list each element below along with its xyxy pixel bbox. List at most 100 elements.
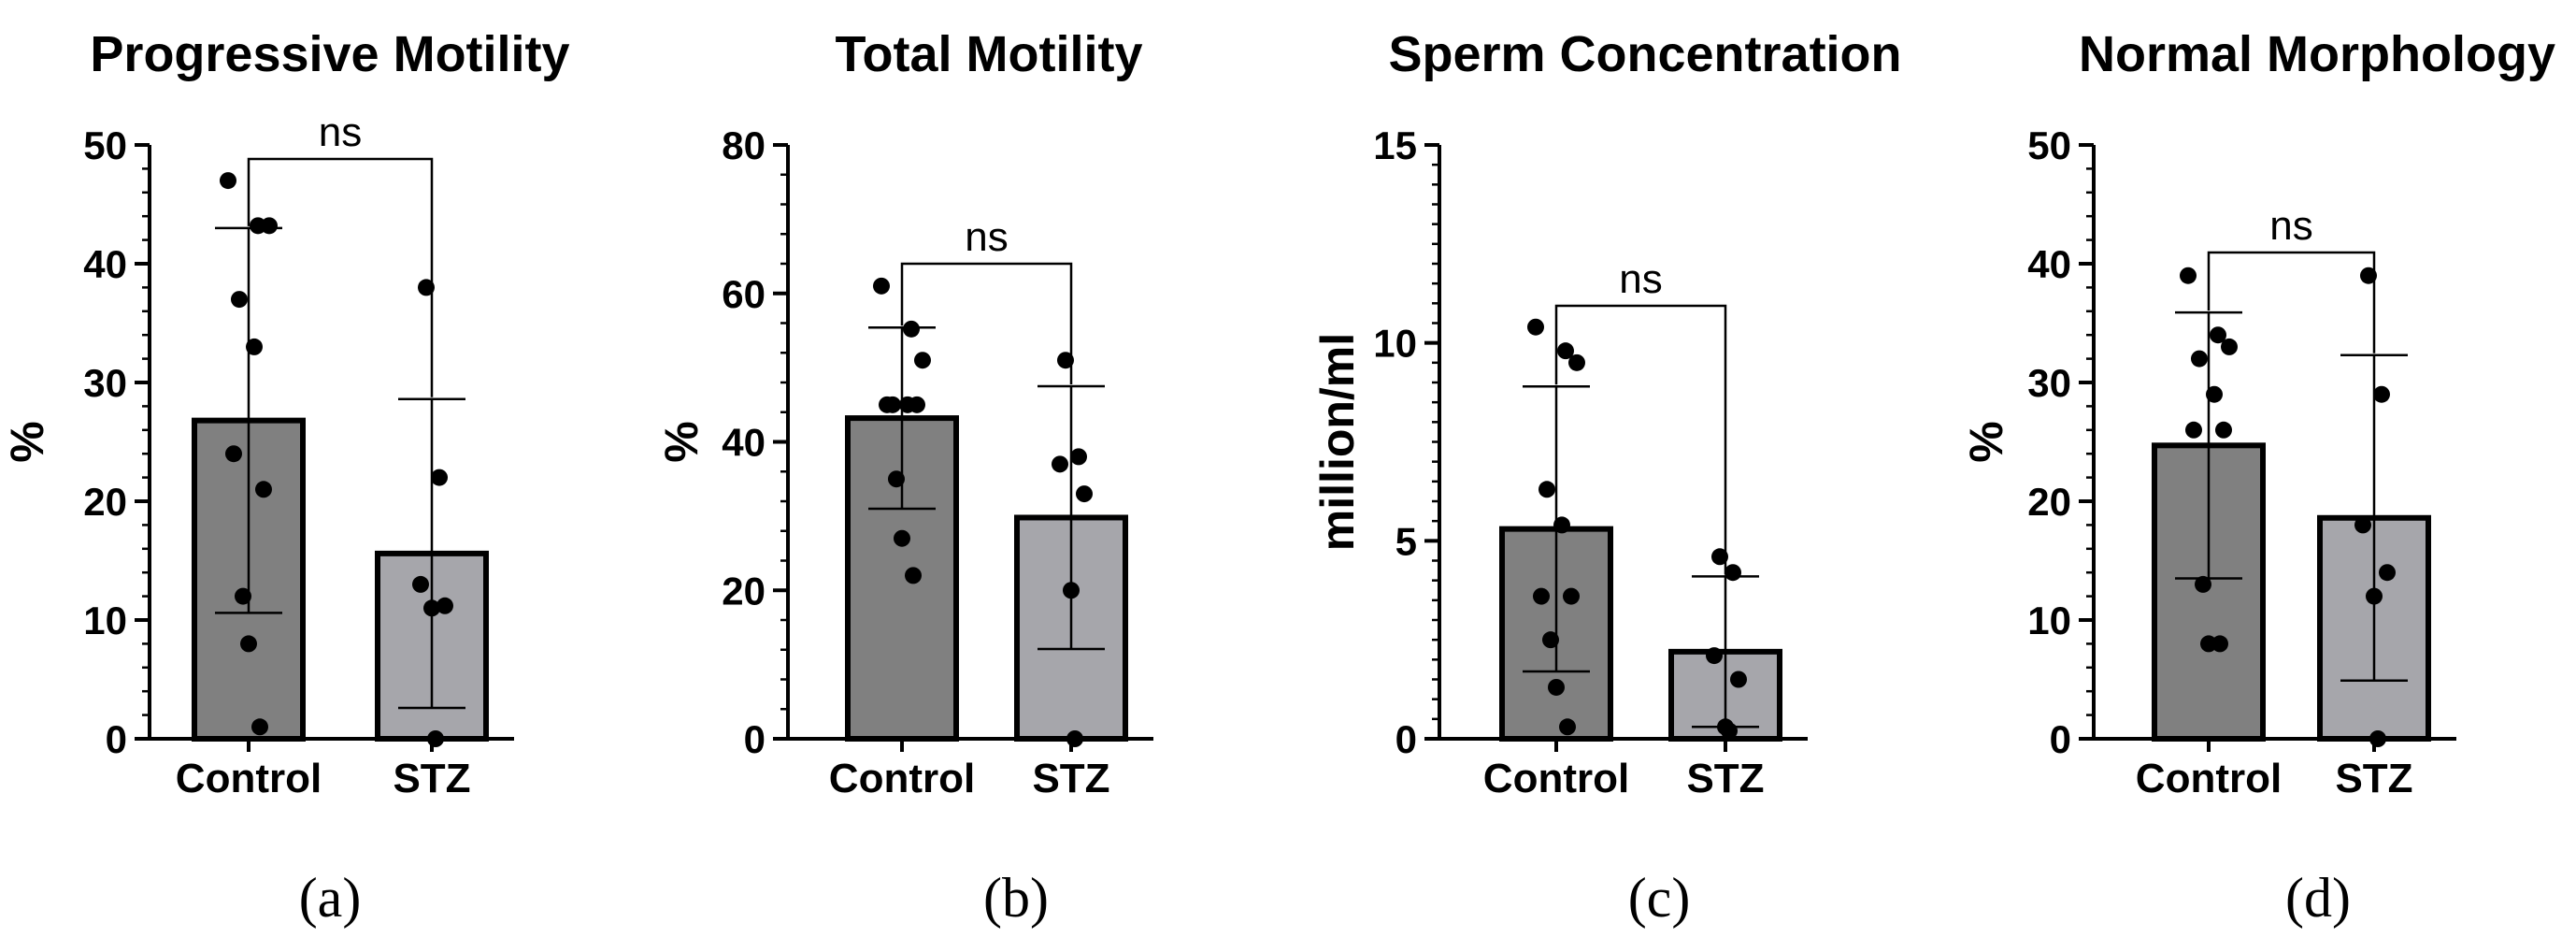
data-point [1057,352,1074,369]
y-tick-label: 40 [722,421,766,465]
data-point [2366,587,2383,605]
y-tick-label: 0 [744,717,766,761]
data-point [2360,267,2377,284]
data-point [418,279,435,296]
data-point [220,172,236,190]
data-point [1557,342,1574,360]
panel-label: (d) [2285,867,2351,929]
data-point [225,445,242,463]
data-point [251,718,268,736]
data-point [2191,350,2208,368]
data-point [2354,516,2371,534]
panel-1: Progressive Motility% 0 10 20 30 40 50 Control S… [1,26,570,929]
data-point [1559,718,1576,736]
data-point [423,599,440,617]
significance-label: ns [965,214,1008,260]
data-point [1533,587,1550,605]
y-tick-label: 50 [2027,123,2071,167]
y-axis-label: % [655,421,708,462]
y-axis-label: % [1960,421,2012,462]
y-tick-label: 30 [83,361,127,405]
data-point [1527,318,1544,336]
x-tick-label: STZ [393,756,470,801]
data-point [2195,575,2211,593]
data-point [235,587,251,605]
panel-label: (c) [1628,867,1691,929]
data-point [903,320,920,338]
data-point [1711,548,1728,566]
y-tick-label: 50 [83,123,127,167]
data-point [2373,385,2390,403]
y-tick-label: 0 [2050,717,2071,761]
y-tick-label: 20 [722,569,766,613]
panel-4: Normal Morphology% 0 10 20 30 40 50 Control STZ n… [1960,26,2555,929]
data-point [888,470,905,488]
x-tick-label: Control [1483,756,1629,801]
data-point [1538,481,1555,498]
significance-label: ns [1619,256,1662,302]
y-axis-label: million/ml [1311,333,1364,551]
y-tick-label: 15 [1373,123,1417,167]
data-point [909,396,925,413]
data-point [436,597,453,614]
data-point [2215,421,2232,439]
significance-label: ns [319,109,362,155]
y-tick-label: 0 [1395,717,1417,761]
significance-bracket [900,262,1073,384]
x-tick-label: STZ [1032,756,1109,801]
significance-bracket [2207,251,2376,353]
data-point [1563,587,1580,605]
significance-bracket [247,157,434,397]
data-point [1721,722,1738,740]
chart-title: Normal Morphology [2079,26,2555,82]
chart-title: Sperm Concentration [1388,26,1901,82]
y-tick-label: 60 [722,272,766,316]
x-tick-label: STZ [1686,756,1764,801]
data-point [2221,338,2238,355]
data-point [240,635,257,653]
data-point [1542,631,1559,649]
data-point [1724,564,1741,582]
data-point [879,396,895,413]
data-point [1730,671,1747,688]
panel-label: (b) [983,867,1049,929]
panel-2: Total Motility% 0 20 40 60 80 Control STZ ns (b) [655,26,1153,929]
data-point [255,481,272,498]
y-tick-label: 10 [83,599,127,642]
y-tick-label: 0 [106,717,127,761]
data-point [914,352,931,369]
data-point [905,567,922,584]
x-tick-label: STZ [2335,756,2412,801]
data-point [1548,678,1565,696]
y-tick-label: 20 [2027,480,2071,524]
y-tick-label: 40 [2027,242,2071,286]
chart-title: Total Motility [836,26,1143,82]
y-tick-label: 20 [83,480,127,524]
data-point [1553,516,1570,534]
x-tick-label: Control [2136,756,2282,801]
data-point [1063,582,1080,599]
y-tick-label: 80 [722,123,766,167]
y-tick-label: 40 [83,242,127,286]
data-point [894,529,910,547]
data-point [1070,448,1087,466]
y-tick-label: 10 [1373,322,1417,366]
data-point [2379,564,2396,582]
data-point [2180,267,2197,284]
y-tick-label: 5 [1395,519,1417,563]
data-point [2185,421,2202,439]
data-point [2206,385,2223,403]
panel-label: (a) [299,867,362,929]
data-point [1706,647,1723,665]
chart-title: Progressive Motility [90,26,569,82]
data-point [431,469,448,486]
significance-bracket [1554,304,1727,575]
data-point [2210,326,2226,344]
data-point [873,277,890,295]
x-tick-label: Control [829,756,975,801]
panel-3: Sperm Concentration million/ml 0 5 10 15 Contr… [1311,26,1902,929]
x-tick-label: Control [176,756,322,801]
significance-label: ns [2269,203,2312,249]
data-point [1076,485,1093,503]
